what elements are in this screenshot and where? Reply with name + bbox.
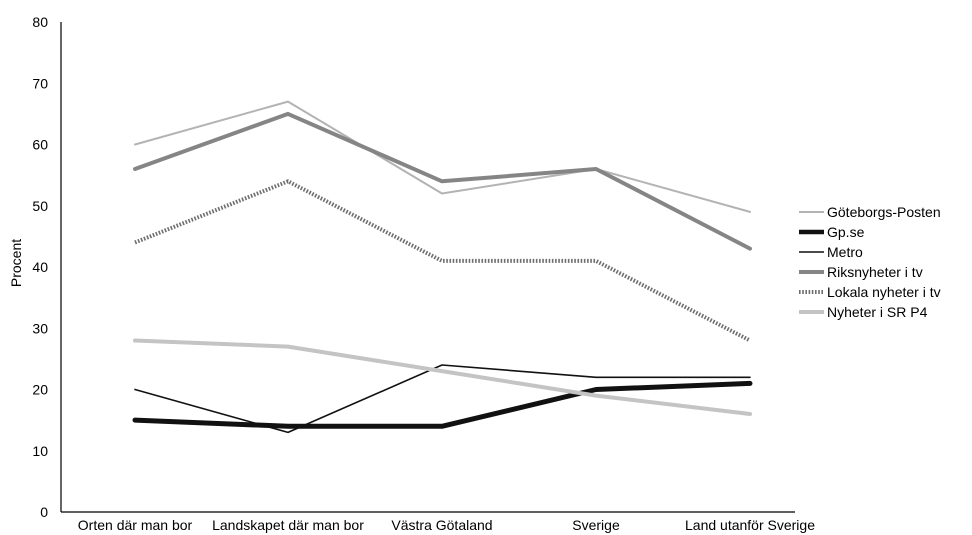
- series-line-göteborgs-posten: [134, 100, 751, 213]
- legend-label: Riksnyheter i tv: [827, 264, 923, 280]
- legend-label: Nyheter i SR P4: [827, 304, 928, 320]
- y-tick-label: 20: [32, 382, 48, 398]
- series-lines: [132, 100, 753, 434]
- y-tick-label: 30: [32, 320, 48, 336]
- series-line-lokala-nyheter-i-tv: [134, 179, 751, 343]
- y-tick-labels: 0 10 20 30 40 50 60 70 80: [32, 14, 48, 520]
- legend-label: Göteborgs-Posten: [827, 204, 941, 220]
- x-tick-label: Sverige: [572, 517, 620, 533]
- x-tick-label: Orten där man bor: [78, 517, 193, 533]
- y-tick-label: 70: [32, 75, 48, 91]
- legend-label: Lokala nyheter i tv: [827, 284, 941, 300]
- legend-label: Gp.se: [827, 224, 865, 240]
- y-tick-label: 10: [32, 443, 48, 459]
- series-line-gp-se: [132, 380, 753, 429]
- y-tick-label: 60: [32, 137, 48, 153]
- x-tick-label: Landskapet där man bor: [212, 517, 364, 533]
- x-tick-label: Västra Götaland: [391, 517, 492, 533]
- legend: Göteborgs-Posten Gp.se Metro Riksnyheter i …: [799, 204, 941, 320]
- y-tick-label: 0: [40, 504, 48, 520]
- series-line-riksnyheter-i-tv: [133, 111, 752, 251]
- y-tick-label: 80: [32, 14, 48, 30]
- y-tick-label: 40: [32, 259, 48, 275]
- series-line-nyheter-i-sr-p4: [133, 338, 752, 416]
- legend-label: Metro: [827, 244, 863, 260]
- y-axis-label: Procent: [8, 239, 24, 287]
- axes: [60, 22, 795, 513]
- x-tick-labels: Orten där man bor Landskapet där man bor V…: [78, 517, 815, 533]
- y-tick-label: 50: [32, 198, 48, 214]
- x-tick-label: Land utanför Sverige: [685, 517, 815, 533]
- series-line-metro: [134, 364, 751, 434]
